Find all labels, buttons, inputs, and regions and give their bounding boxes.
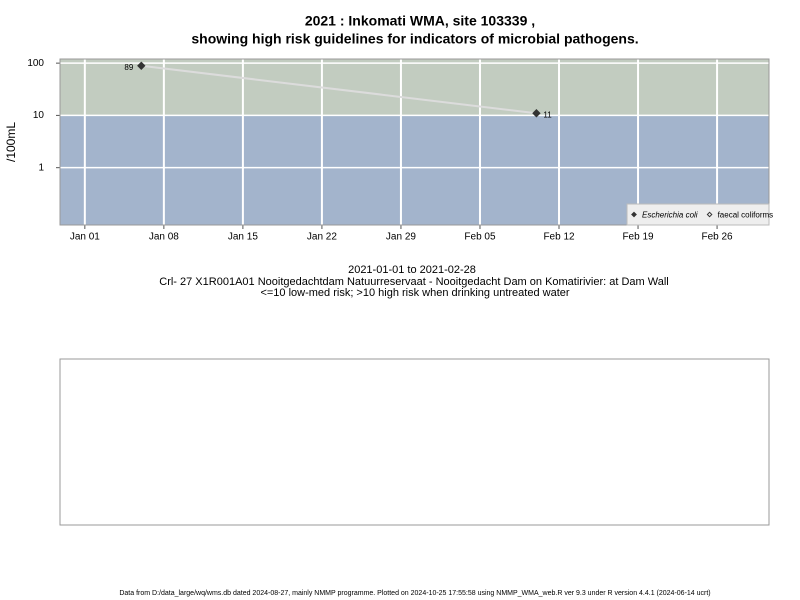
data-point (532, 109, 541, 118)
caption: Crl- 27 X1R001A01 Nooitgedachtdam Natuur… (159, 276, 669, 288)
y-tick-label: 10 (33, 110, 45, 121)
x-tick-label: Jan 15 (228, 232, 258, 243)
caption: 2021-01-01 to 2021-02-28 (348, 264, 476, 276)
x-tick-label: Jan 01 (70, 232, 100, 243)
x-tick-label: Jan 22 (307, 232, 337, 243)
x-tick-label: Jan 29 (386, 232, 416, 243)
legend-label: faecal coliforms (718, 211, 774, 220)
legend-label: Escherichia coli (642, 211, 698, 220)
x-tick-label: Jan 08 (149, 232, 179, 243)
chart-title: showing high risk guidelines for indicat… (191, 31, 638, 47)
x-tick-label: Feb 26 (701, 232, 733, 243)
x-tick-label: Feb 05 (464, 232, 496, 243)
x-tick-label: Feb 19 (622, 232, 654, 243)
legend-box (626, 203, 770, 226)
empty-panel (59, 358, 770, 526)
plot-frame (59, 58, 770, 226)
y-axis-label: /100mL (4, 122, 18, 162)
caption: <=10 low-med risk; >10 high risk when dr… (260, 287, 569, 299)
high-risk-band (60, 59, 769, 116)
legend-marker (631, 211, 637, 218)
data-label: 11 (543, 110, 552, 119)
series-line (141, 64, 537, 115)
data-label: 89 (124, 63, 133, 72)
y-tick-label: 1 (38, 162, 44, 173)
data-point (137, 61, 146, 70)
footer: Data from D:/data_large/wq/wms.db dated … (119, 590, 710, 597)
y-tick-label: 100 (27, 58, 44, 69)
legend-marker (706, 211, 713, 218)
x-tick-label: Feb 12 (543, 232, 575, 243)
chart-title: 2021 : Inkomati WMA, site 103339 , (305, 13, 535, 29)
